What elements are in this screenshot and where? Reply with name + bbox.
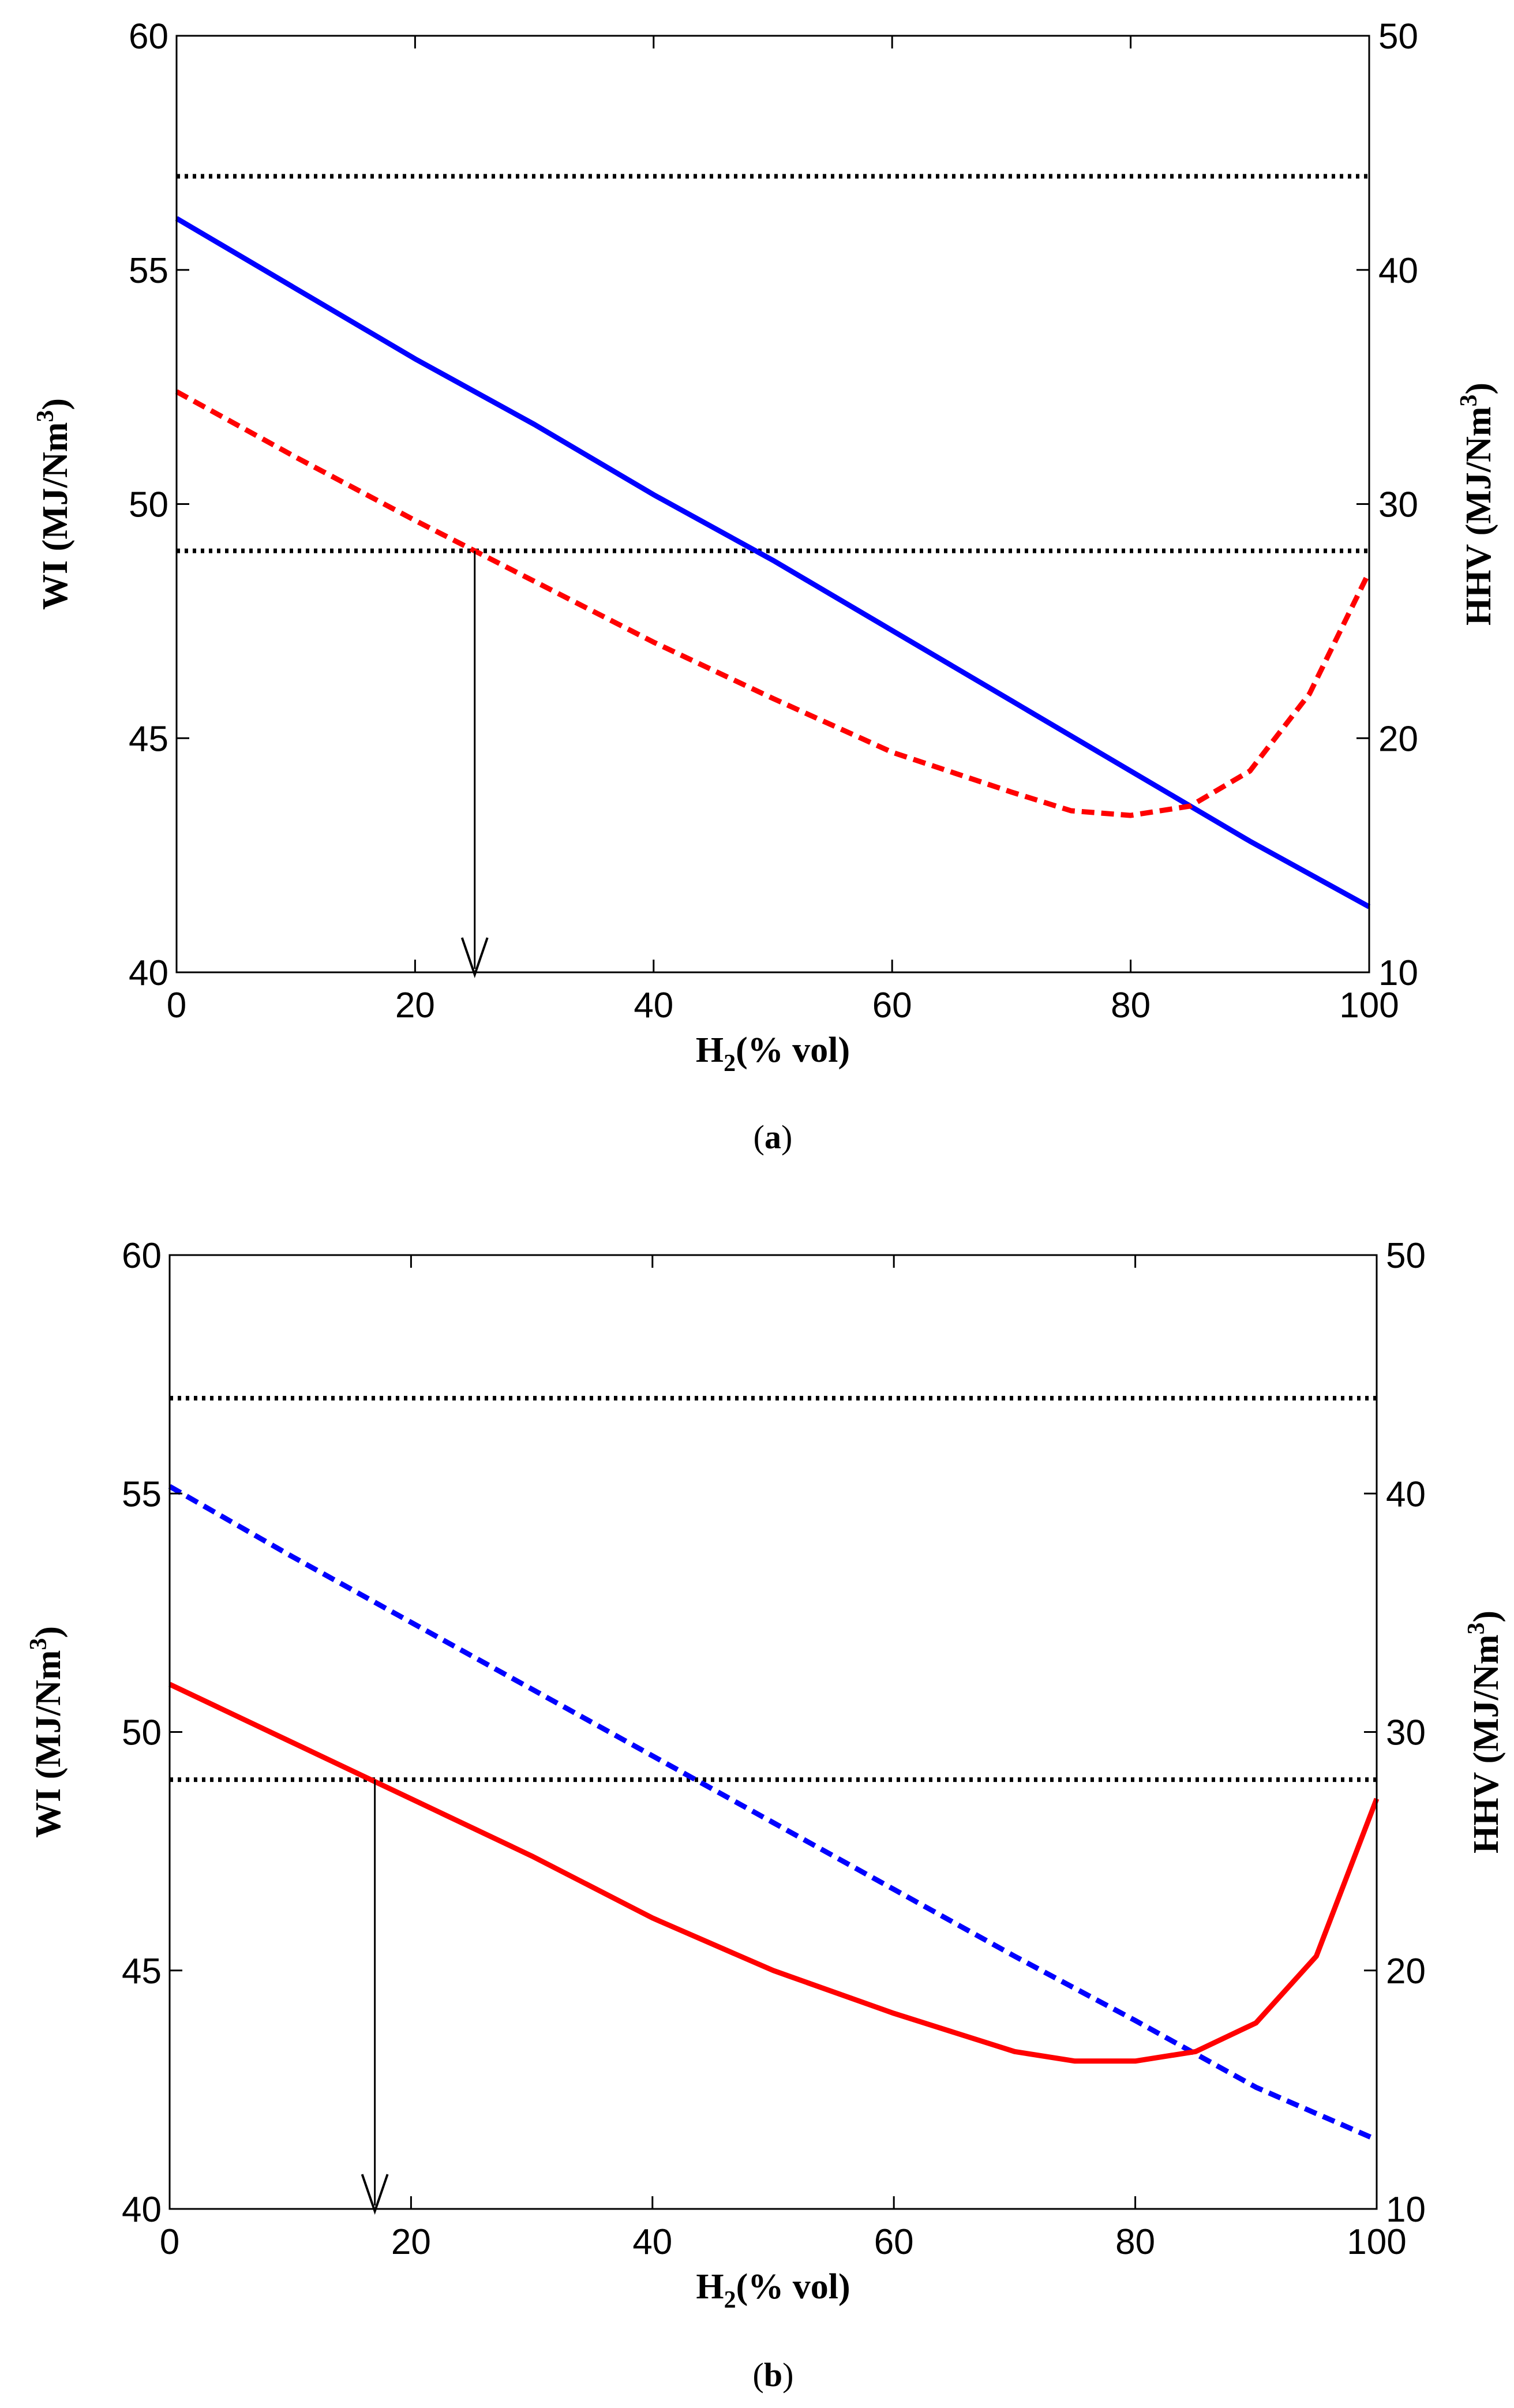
y-tick-labels-a: 40 45 50 55 60 <box>129 17 168 993</box>
y2-tick-label: 20 <box>1378 719 1418 759</box>
y2-axis-label-superscript: 3 <box>1456 395 1482 407</box>
y-tick-label: 60 <box>122 1236 162 1276</box>
y-tick-label: 40 <box>122 2190 162 2230</box>
series-hhv-line <box>168 1484 1378 2143</box>
x-tick-label: 40 <box>632 2222 672 2262</box>
y2-tick-label: 30 <box>1386 1713 1426 1753</box>
svg-text:HHV (MJ/Nm3): HHV (MJ/Nm3) <box>1456 383 1498 626</box>
y-tick-label: 50 <box>129 485 168 525</box>
chart-panel-b: 0 20 40 60 80 100 40 45 50 55 60 10 20 3… <box>25 1236 1506 2394</box>
x-tick-labels-b: 0 20 40 60 80 100 <box>160 2222 1407 2262</box>
y-tick-label: 50 <box>122 1713 162 1753</box>
x-axis-label-a: H2(% vol) <box>696 1031 850 1077</box>
x-axis-label-text: (% vol) <box>736 1031 850 1070</box>
x-axis-label-b: H2(% vol) <box>696 2267 850 2313</box>
y-axis-label-text: WI (MJ/Nm <box>36 422 75 610</box>
x-tick-label: 60 <box>874 2222 914 2262</box>
x-tick-label: 40 <box>634 986 673 1025</box>
x-tick-label: 100 <box>1339 986 1399 1025</box>
y2-tick-labels-a: 10 20 30 40 50 <box>1378 17 1418 993</box>
y2-tick-label: 40 <box>1386 1474 1426 1514</box>
x-axis-label-subscript: 2 <box>724 1050 736 1077</box>
y-tick-label: 45 <box>122 1952 162 1991</box>
y2-axis-label-a: HHV (MJ/Nm3) <box>1456 383 1498 626</box>
series-hhv-line <box>175 389 1372 818</box>
caption-letter: b <box>764 2356 782 2394</box>
y2-axis-label-b: HHV (MJ/Nm3) <box>1463 1611 1506 1853</box>
svg-text:HHV (MJ/Nm3): HHV (MJ/Nm3) <box>1463 1611 1506 1853</box>
x-tick-label: 0 <box>160 2222 179 2262</box>
y-axis-label-a: WI (MJ/Nm3) <box>32 398 75 610</box>
y-tick-label: 40 <box>129 953 168 993</box>
y-tick-label: 60 <box>129 17 168 57</box>
y-axis-label-superscript: 3 <box>25 1638 52 1650</box>
y2-tick-label: 30 <box>1378 485 1418 525</box>
y2-tick-label: 40 <box>1378 251 1418 291</box>
svg-text:WI (MJ/Nm3): WI (MJ/Nm3) <box>32 398 75 610</box>
y-tick-label: 55 <box>129 251 168 291</box>
x-tick-label: 20 <box>395 986 435 1025</box>
x-tick-label: 60 <box>872 986 912 1025</box>
y-axis-label-text: WI (MJ/Nm <box>29 1650 68 1838</box>
x-axis-label-symbol: H <box>696 2267 724 2306</box>
x-tick-label: 0 <box>167 986 186 1025</box>
svg-text:WI (MJ/Nm3): WI (MJ/Nm3) <box>25 1626 68 1838</box>
y2-tick-labels-b: 10 20 30 40 50 <box>1386 1236 1426 2230</box>
y2-tick-label: 10 <box>1386 2190 1426 2230</box>
y2-axis-label-close: ) <box>1459 383 1498 395</box>
caption-letter: a <box>765 1118 781 1156</box>
y-tick-label: 45 <box>129 719 168 759</box>
caption-b: (b) <box>753 2356 794 2394</box>
y2-axis-label-text: HHV (MJ/Nm <box>1467 1635 1506 1853</box>
x-axis-label-symbol: H <box>696 1031 724 1070</box>
plot-area-b <box>168 1254 1380 2215</box>
y2-axis-label-text: HHV (MJ/Nm <box>1459 407 1498 626</box>
y-axis-label-close: ) <box>29 1626 68 1638</box>
x-tick-label: 20 <box>391 2222 431 2262</box>
x-tick-labels-a: 0 20 40 60 80 100 <box>167 986 1399 1025</box>
y2-tick-label: 10 <box>1378 953 1418 993</box>
plot-area-a <box>175 35 1372 979</box>
x-tick-label: 80 <box>1111 986 1151 1025</box>
y2-tick-label: 50 <box>1386 1236 1426 1276</box>
y2-axis-label-close: ) <box>1467 1611 1506 1623</box>
y2-axis-label-superscript: 3 <box>1463 1623 1490 1635</box>
y-axis-label-superscript: 3 <box>32 410 59 422</box>
limit-arrow-head <box>361 2174 389 2215</box>
y2-tick-label: 50 <box>1378 17 1418 57</box>
x-axis-label-subscript: 2 <box>724 2287 736 2313</box>
y-axis-label-close: ) <box>36 398 75 410</box>
y2-tick-label: 20 <box>1386 1952 1426 1991</box>
y-tick-label: 55 <box>122 1474 162 1514</box>
limit-arrow-head <box>460 937 489 979</box>
chart-panel-a: 0 20 40 60 80 100 40 45 50 55 60 10 20 3… <box>32 17 1498 1156</box>
series-wi-line <box>168 1682 1380 2064</box>
y-axis-label-b: WI (MJ/Nm3) <box>25 1626 68 1838</box>
x-axis-label-text: (% vol) <box>736 2267 850 2306</box>
x-tick-label: 80 <box>1115 2222 1155 2262</box>
caption-a: (a) <box>754 1118 793 1156</box>
y-tick-labels-b: 40 45 50 55 60 <box>122 1236 162 2230</box>
series-wi-line <box>175 216 1371 909</box>
x-tick-label: 100 <box>1347 2222 1406 2262</box>
